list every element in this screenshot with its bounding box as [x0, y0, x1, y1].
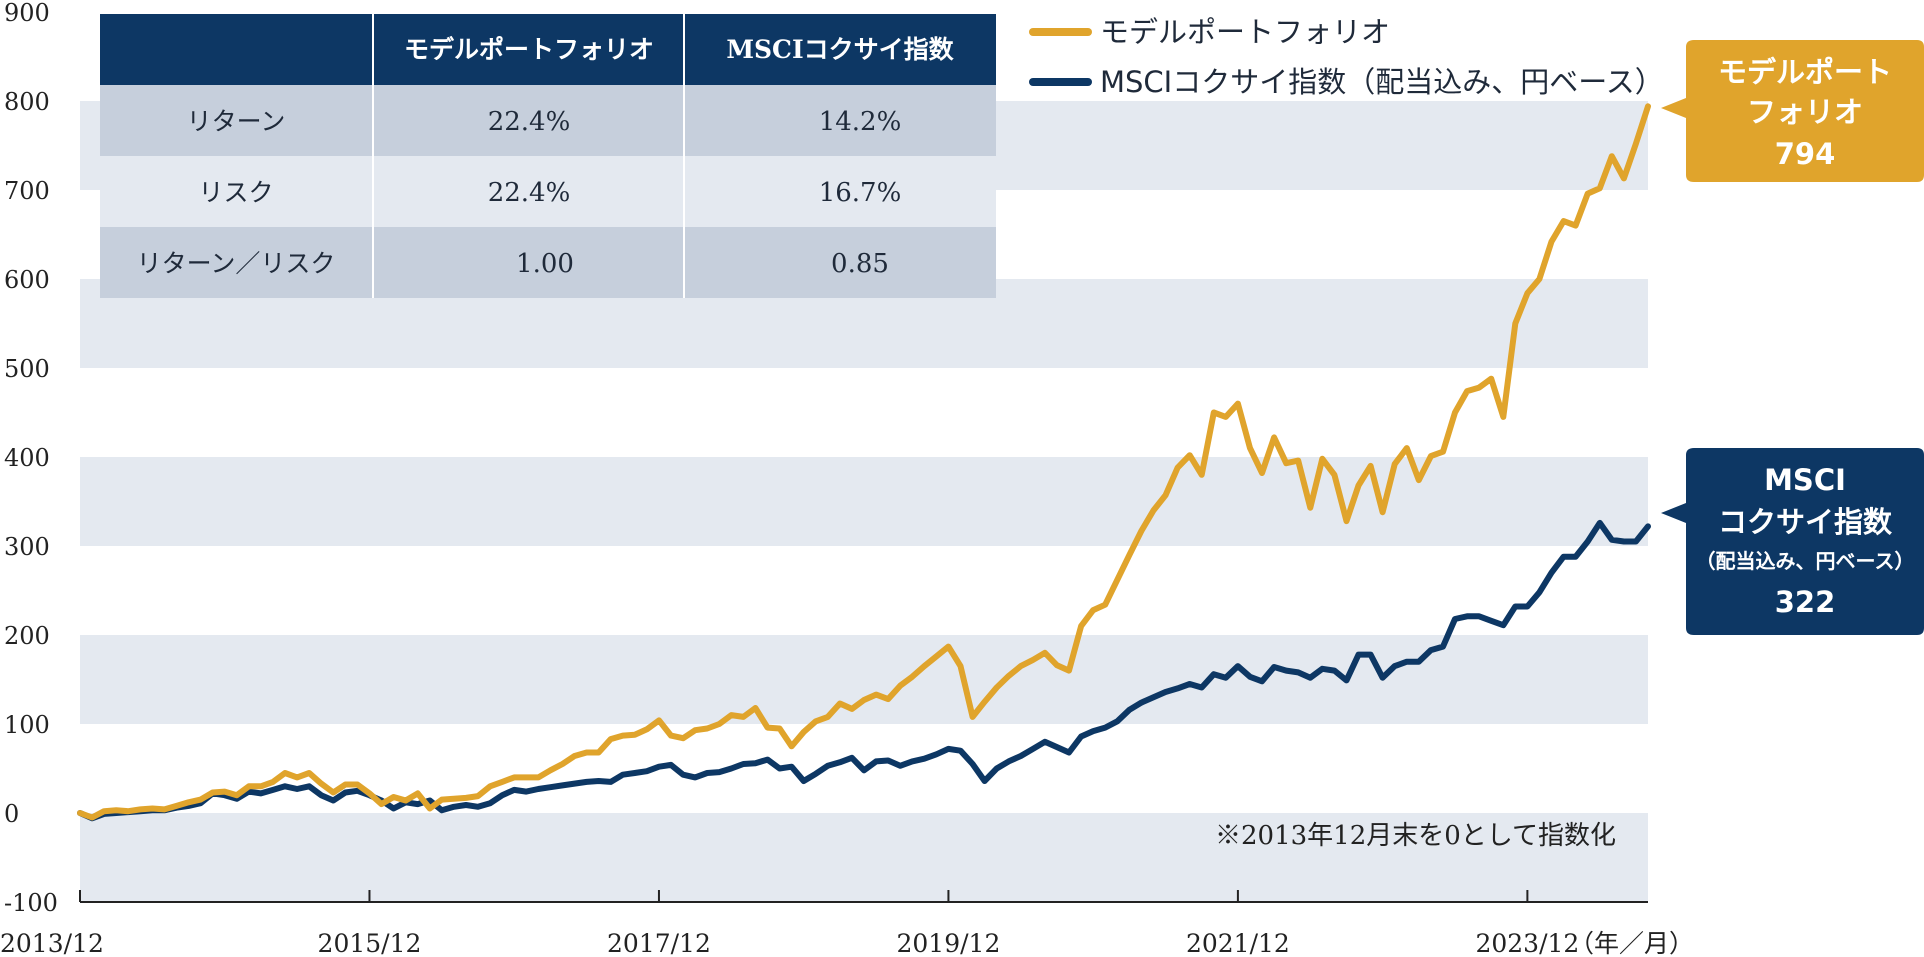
grid-band — [80, 635, 1648, 724]
x-tick-label: 2019/12 — [897, 929, 1001, 957]
y-tick-label: 800 — [4, 88, 50, 116]
table-cell: 14.2% — [819, 107, 902, 137]
series-line-msci — [77, 519, 1651, 822]
table-header-bg — [100, 14, 996, 85]
legend-label-msci: MSCIコクサイ指数（配当込み、円ベース） — [1100, 65, 1664, 99]
callout-model-line1: モデルポート — [1718, 55, 1892, 89]
table-row-bg — [100, 85, 996, 156]
table-cell: 1.00 — [516, 249, 574, 279]
table-row-bg — [100, 227, 996, 298]
table-row-label: リスク — [198, 178, 273, 207]
grid-band — [80, 813, 1648, 902]
y-tick-label: -100 — [4, 889, 58, 917]
table-cell: 0.85 — [831, 249, 889, 279]
y-axis: -100 0 100 200 300 400 500 600 700 800 900 — [4, 0, 58, 917]
y-tick-label: 0 — [4, 800, 19, 828]
table-cell: 16.7% — [819, 178, 902, 208]
y-tick-label: 200 — [4, 622, 50, 650]
callout-model-line2: フォリオ — [1747, 95, 1863, 129]
x-axis: 2013/12 2015/12 2017/12 2019/12 2021/12 2023/… — [0, 890, 1694, 957]
callout-model-box — [1661, 40, 1924, 182]
table-header-model: モデルポートフォリオ — [404, 35, 654, 64]
x-tick-label: 2017/12 — [607, 929, 711, 957]
callout-msci: MSCI コクサイ指数 （配当込み、円ベース） 322 — [1661, 448, 1924, 635]
table-row-label: リターン／リスク — [137, 249, 336, 278]
x-tick-label: 2023/12 — [1475, 929, 1579, 957]
callout-msci-line2: コクサイ指数 — [1718, 505, 1893, 539]
y-tick-label: 300 — [4, 533, 50, 561]
y-tick-label: 400 — [4, 444, 50, 472]
x-axis-unit: （年／月） — [1569, 929, 1694, 957]
y-tick-label: 900 — [4, 0, 50, 27]
table-row-bg — [100, 156, 996, 227]
x-tick-label: 2021/12 — [1186, 929, 1290, 957]
callout-msci-line3: （配当込み、円ベース） — [1696, 549, 1915, 573]
summary-table: モデルポートフォリオ MSCIコクサイ指数 リターン 22.4% 14.2% リ… — [100, 14, 996, 298]
series-line-model — [77, 103, 1651, 821]
y-tick-label: 100 — [4, 711, 50, 739]
series-lines — [77, 103, 1651, 822]
y-tick-label: 500 — [4, 355, 50, 383]
legend: モデルポートフォリオ MSCIコクサイ指数（配当込み、円ベース） — [1029, 15, 1664, 99]
x-tick-label: 2013/12 — [0, 929, 104, 957]
table-header-msci: MSCIコクサイ指数 — [726, 35, 954, 64]
callout-msci-value: 322 — [1775, 585, 1836, 619]
legend-label-model: モデルポートフォリオ — [1100, 15, 1390, 49]
table-cell: 22.4% — [488, 107, 571, 137]
table-cell: 22.4% — [488, 178, 571, 208]
callout-msci-box — [1661, 448, 1924, 635]
chart-note: ※2013年12月末を0として指数化 — [1215, 821, 1616, 851]
y-tick-label: 700 — [4, 177, 50, 205]
callout-model: モデルポート フォリオ 794 — [1661, 40, 1924, 182]
callout-model-value: 794 — [1775, 137, 1836, 171]
y-tick-label: 600 — [4, 266, 50, 294]
callout-msci-line1: MSCI — [1764, 463, 1846, 497]
x-tick-label: 2015/12 — [318, 929, 422, 957]
table-row-label: リターン — [187, 107, 286, 136]
